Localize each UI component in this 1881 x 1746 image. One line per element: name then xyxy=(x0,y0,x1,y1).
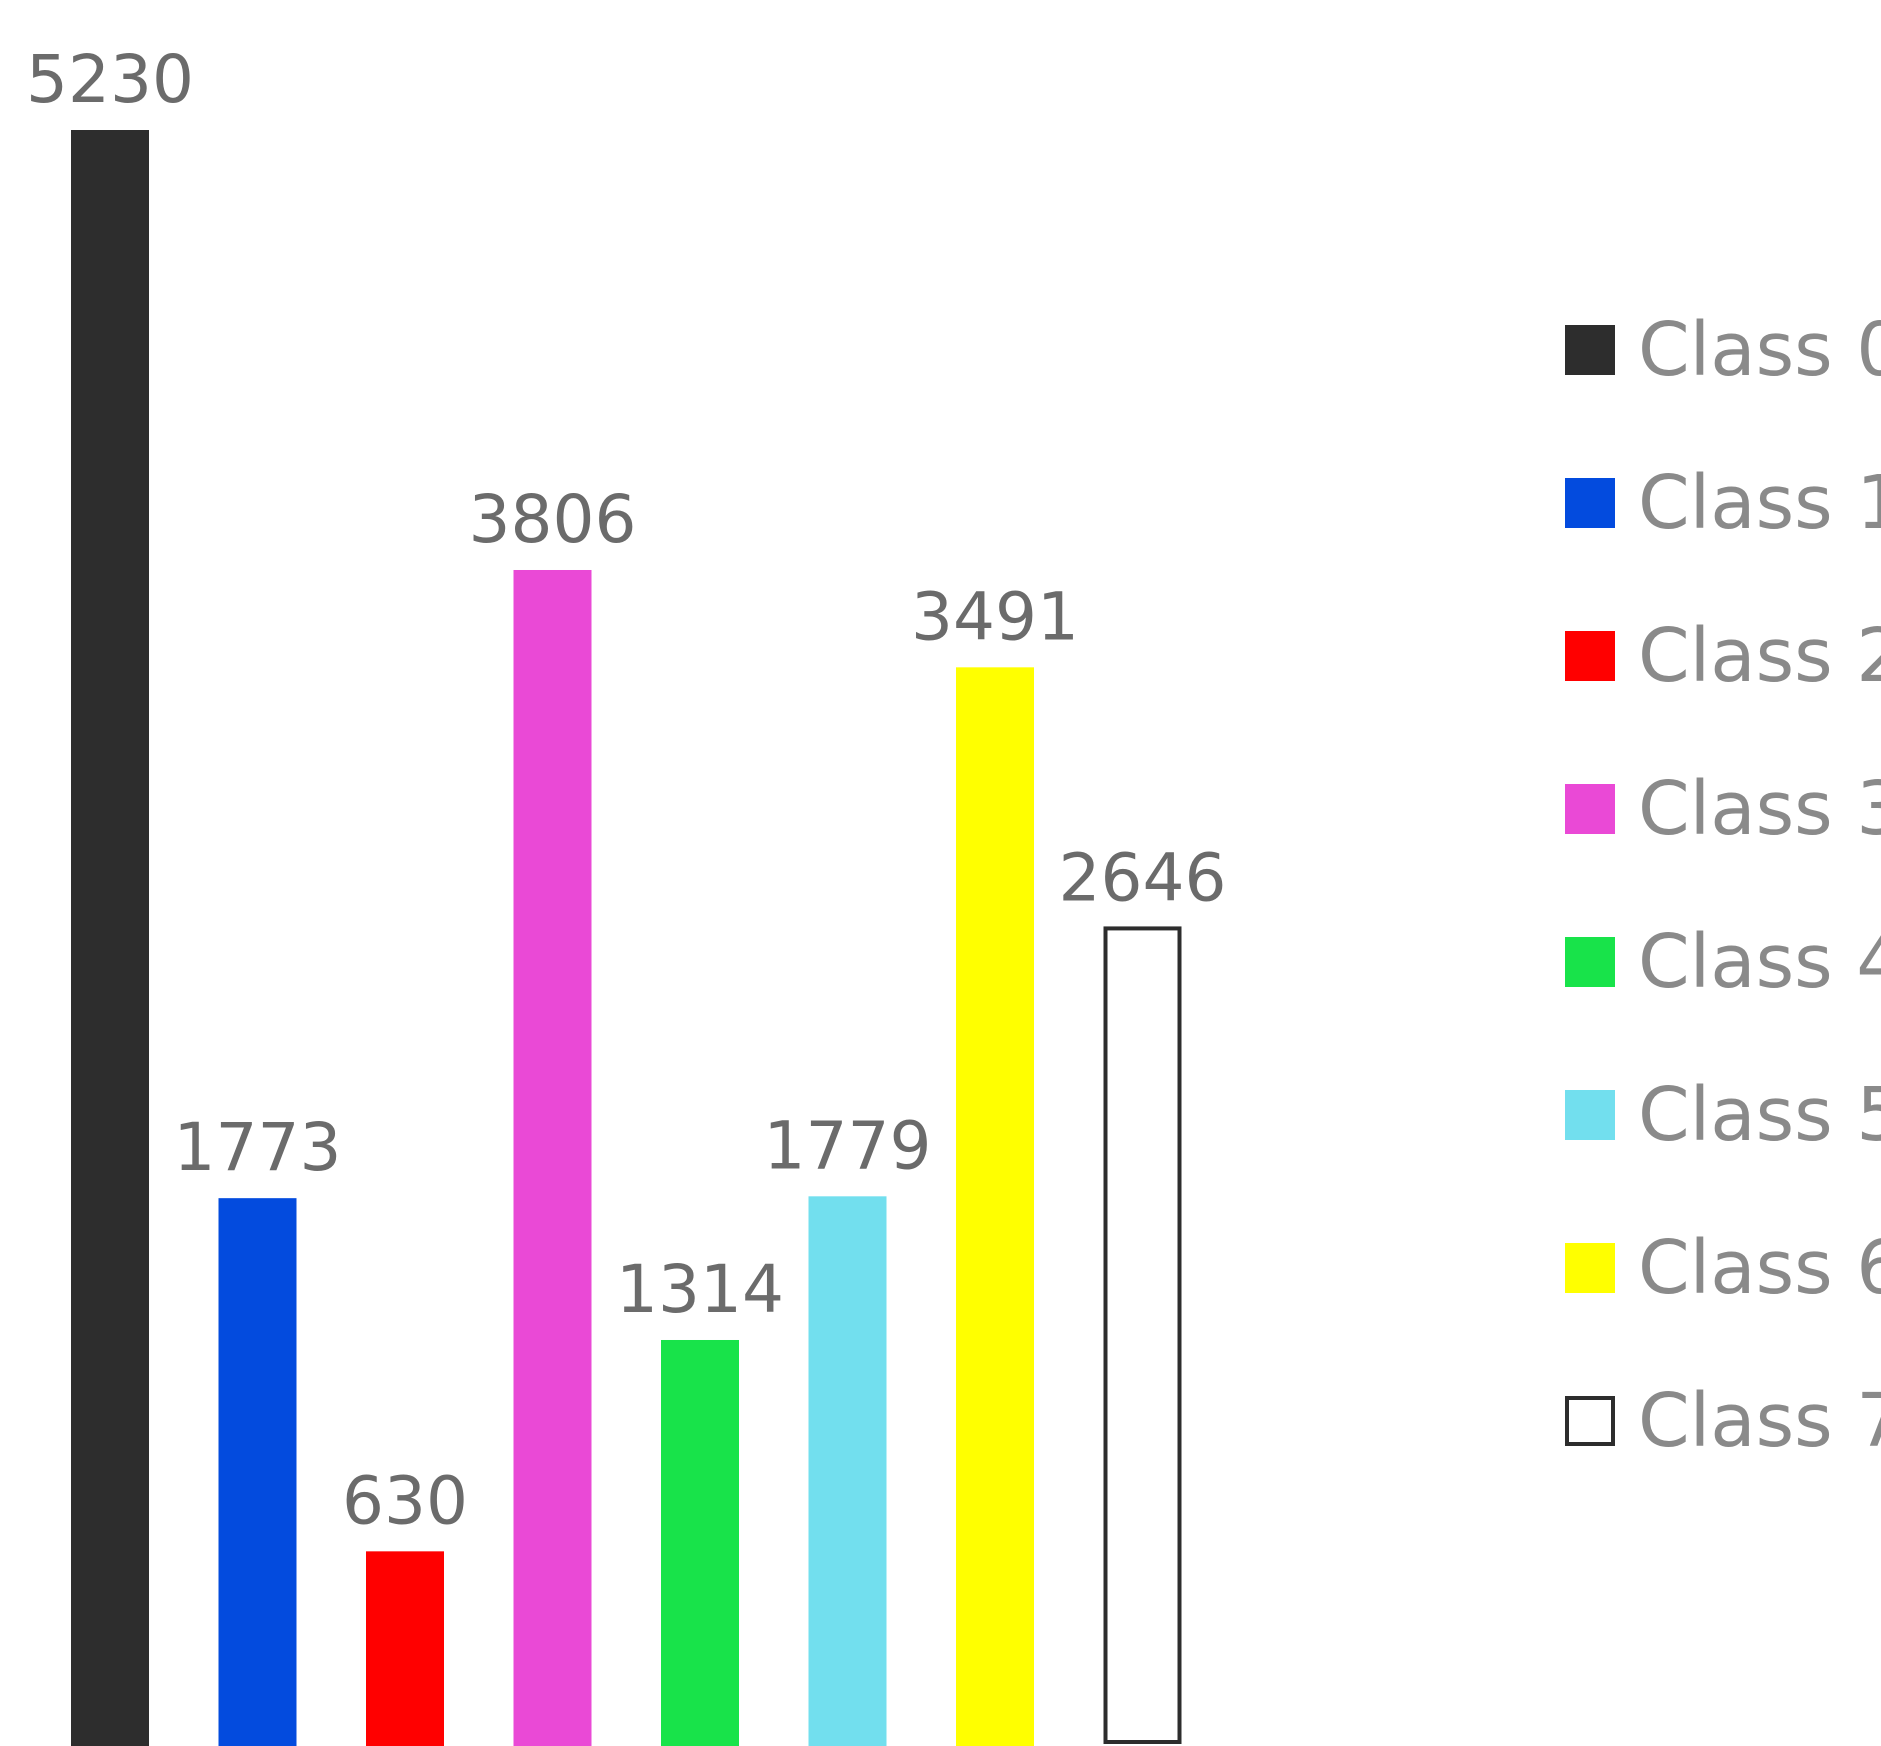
legend-swatch-class-3 xyxy=(1565,784,1615,834)
legend-label-class-2: Class 2 xyxy=(1638,613,1881,699)
value-label-class-5: 1779 xyxy=(764,1107,932,1184)
bar-class-6 xyxy=(956,667,1034,1746)
value-label-class-7: 2646 xyxy=(1059,839,1227,916)
value-label-class-3: 3806 xyxy=(469,481,637,558)
legend-label-class-1: Class 1 xyxy=(1638,460,1881,546)
legend-label-class-3: Class 3 xyxy=(1638,766,1881,852)
value-labels-group: 5230 1773 630 3806 1314 1779 3491 2646 xyxy=(26,41,1226,1539)
value-label-class-6: 3491 xyxy=(911,578,1079,655)
legend: Class 0 Class 1 Class 2 Class 3 Class 4 Class… xyxy=(1565,307,1881,1464)
legend-label-class-7: Class 7 xyxy=(1638,1378,1881,1464)
value-label-class-1: 1773 xyxy=(174,1109,342,1186)
legend-swatch-class-4 xyxy=(1565,937,1615,987)
bar-class-3 xyxy=(513,569,592,1746)
bars-group xyxy=(71,130,1182,1746)
legend-swatch-class-0 xyxy=(1565,325,1615,375)
value-label-class-2: 630 xyxy=(342,1462,468,1539)
legend-swatch-class-5 xyxy=(1565,1090,1615,1140)
legend-label-class-0: Class 0 xyxy=(1638,307,1881,393)
value-label-class-4: 1314 xyxy=(616,1251,784,1328)
bar-class-7 xyxy=(1103,926,1182,1744)
legend-swatch-class-6 xyxy=(1565,1243,1615,1293)
bar-class-5 xyxy=(808,1196,887,1746)
bar-class-2 xyxy=(366,1551,444,1746)
legend-swatch-class-1 xyxy=(1565,478,1615,528)
legend-swatch-class-2 xyxy=(1565,631,1615,681)
bar-class-1 xyxy=(218,1198,297,1746)
value-label-class-0: 5230 xyxy=(26,41,194,118)
bar-class-4 xyxy=(661,1339,739,1746)
legend-label-class-5: Class 5 xyxy=(1638,1072,1881,1158)
bar-class-0 xyxy=(71,130,149,1746)
legend-swatch-class-7 xyxy=(1565,1396,1615,1446)
legend-label-class-4: Class 4 xyxy=(1638,919,1881,1005)
legend-label-class-6: Class 6 xyxy=(1638,1225,1881,1311)
